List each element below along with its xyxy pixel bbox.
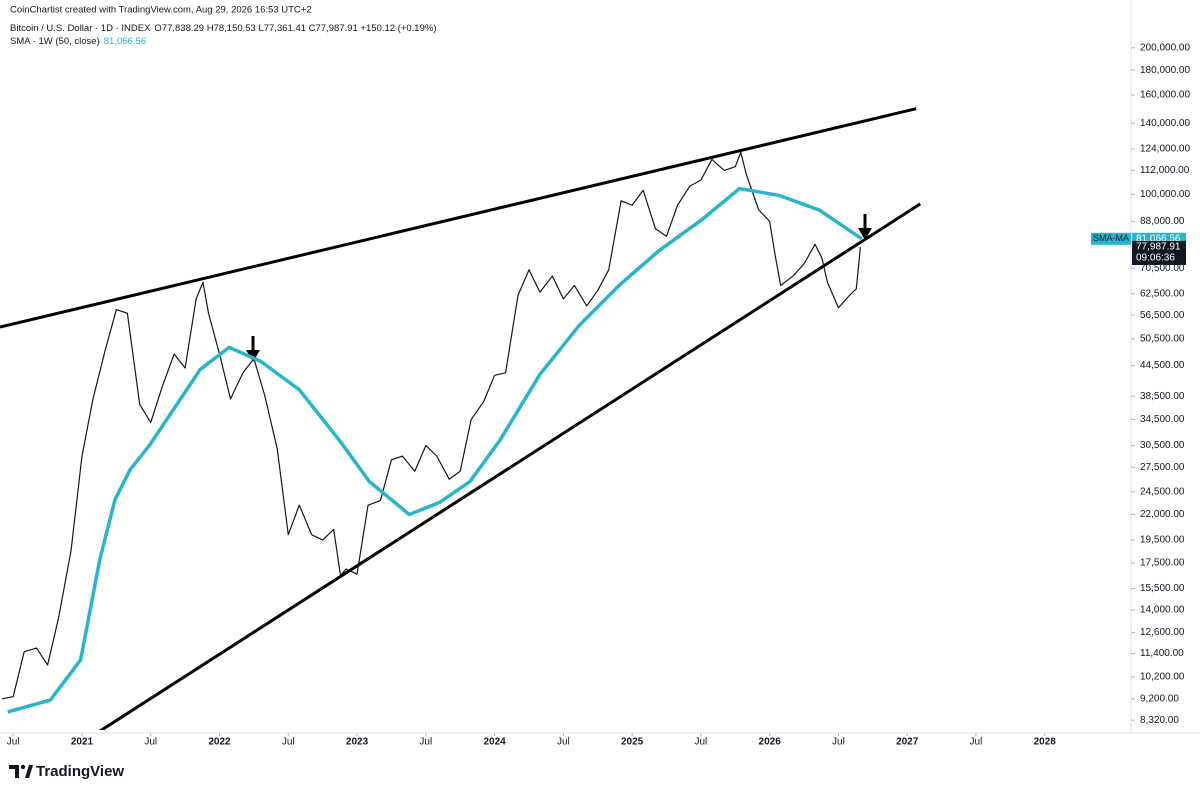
y-tick-label: 200,000.00: [1140, 42, 1190, 53]
x-tick-label: 2022: [208, 737, 231, 748]
x-tick-label: 2024: [483, 737, 506, 748]
y-tick-label: 70,500.00: [1140, 263, 1185, 274]
y-tick-label: 30,500.00: [1140, 440, 1185, 451]
y-tick-label: 56,500.00: [1140, 310, 1185, 321]
x-tick-label: Jul: [144, 737, 157, 748]
x-tick-label: Jul: [282, 737, 295, 748]
y-tick-label: 12,600.00: [1140, 627, 1185, 638]
legend-sma-value: 81,066.56: [104, 36, 146, 47]
price-value-label: 77,987.91: [1136, 242, 1181, 253]
y-tick-label: 44,500.00: [1140, 360, 1185, 371]
sma-tag: SMA-MA: [1093, 233, 1129, 243]
y-tick-label: 180,000.00: [1140, 65, 1190, 76]
y-tick-label: 34,500.00: [1140, 414, 1185, 425]
trendline: [0, 107, 917, 329]
y-tick-label: 140,000.00: [1140, 118, 1190, 129]
y-tick-label: 50,500.00: [1140, 333, 1185, 344]
arrow: [246, 336, 260, 362]
price-value-box: [1132, 240, 1186, 265]
x-tick-label: 2027: [896, 737, 919, 748]
y-tick-label: 14,000.00: [1140, 605, 1185, 616]
logo-text: TradingView: [36, 763, 124, 780]
legend-price-name: Bitcoin / U.S. Dollar · 1D · INDEX: [10, 23, 151, 34]
x-tick-label: Jul: [694, 737, 707, 748]
x-tick-label: 2021: [71, 737, 94, 748]
y-tick-label: 11,400.00: [1140, 648, 1184, 659]
y-tick-label: 100,000.00: [1140, 189, 1190, 200]
legend-sma-name: SMA · 1W (50, close): [10, 36, 100, 47]
x-tick-label: 2023: [346, 737, 369, 748]
sma-tag-box: [1091, 232, 1131, 245]
y-tick-label: 88,000.00: [1140, 216, 1185, 227]
sma-value-label: 81,066.56: [1136, 233, 1181, 244]
x-tick-label: Jul: [419, 737, 432, 748]
y-tick-label: 27,500.00: [1140, 462, 1185, 473]
legend-sma: SMA · 1W (50, close) 81,066.56: [10, 36, 146, 47]
y-tick-label: 17,500.00: [1140, 558, 1185, 569]
y-tick-label: 22,000.00: [1140, 509, 1185, 520]
x-tick-label: 2025: [621, 737, 644, 748]
x-tick-label: Jul: [832, 737, 845, 748]
x-tick-label: Jul: [557, 737, 570, 748]
x-tick-label: 2026: [759, 737, 782, 748]
y-tick-label: 10,200.00: [1140, 672, 1185, 683]
x-tick-label: Jul: [7, 737, 20, 748]
y-tick-label: 62,500.00: [1140, 288, 1185, 299]
y-tick-label: 8,320.00: [1140, 715, 1179, 726]
countdown-label: 09:06:36: [1136, 253, 1175, 264]
sma-line: [7, 186, 863, 714]
y-tick-label: 15,500.00: [1140, 583, 1185, 594]
y-tick-label: 38,500.00: [1140, 391, 1185, 402]
x-tick-label: 2028: [1034, 737, 1057, 748]
price-line: [2, 151, 862, 700]
y-tick-label: 19,500.00: [1140, 535, 1185, 546]
legend-ohlc: O77,838.29 H78,150.53 L77,361.41 C77,987…: [154, 23, 436, 34]
y-tick-label: 24,500.00: [1140, 486, 1185, 497]
y-tick-label: 9,200.00: [1140, 693, 1179, 704]
y-tick-label: 112,000.00: [1140, 165, 1190, 176]
trendline: [99, 202, 922, 730]
credit: CoinChartist created with TradingView.co…: [10, 5, 312, 16]
logo: TradingView: [9, 763, 124, 780]
arrow: [858, 214, 872, 240]
x-tick-label: Jul: [970, 737, 983, 748]
legend-price: Bitcoin / U.S. Dollar · 1D · INDEX O77,83…: [10, 23, 436, 34]
y-tick-label: 124,000.00: [1140, 144, 1190, 155]
y-tick-label: 160,000.00: [1140, 90, 1190, 101]
